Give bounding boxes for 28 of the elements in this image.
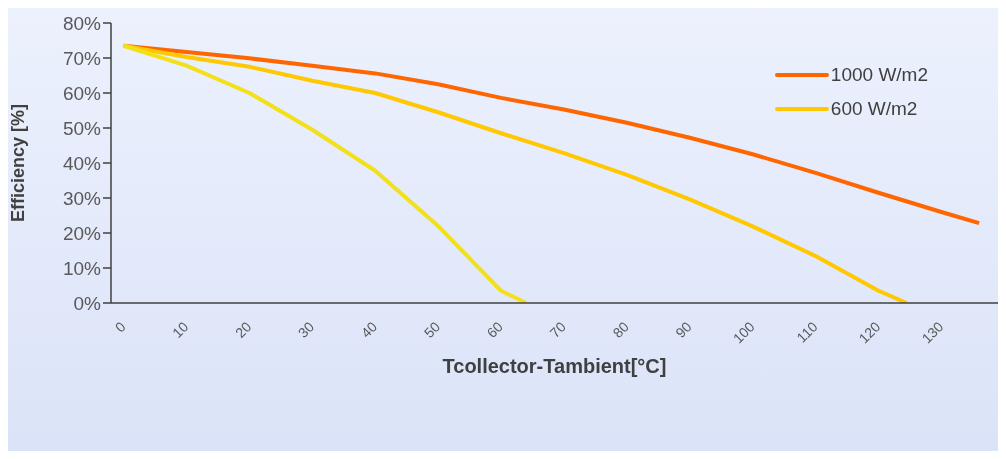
- legend-label: 1000 W/m2: [830, 64, 928, 86]
- x-tick-label: 120: [855, 318, 884, 347]
- x-tick-label: 110: [793, 318, 821, 346]
- y-tick-label: 70%: [62, 47, 102, 69]
- x-tick-label: 60: [483, 318, 507, 341]
- y-tick-label: 50%: [62, 117, 102, 139]
- y-axis-title: Efficiency [%]: [8, 103, 29, 223]
- x-tick-label: 30: [294, 318, 318, 341]
- x-tick-label: 90: [672, 318, 695, 341]
- y-tick-label: 10%: [62, 257, 102, 279]
- y-tick-label: 40%: [62, 152, 102, 174]
- x-axis-title: Tcollector-Tambient[°C]: [442, 355, 667, 377]
- x-tick-label: 100: [729, 318, 758, 347]
- x-tick-label: 0: [111, 318, 129, 336]
- x-tick-label: 80: [609, 318, 632, 341]
- x-tick-label: 130: [918, 318, 947, 347]
- x-tick-label: 70: [546, 318, 570, 341]
- y-tick-label: 80%: [62, 12, 102, 34]
- y-tick-label: 60%: [62, 82, 102, 104]
- y-tick-label: 0%: [73, 292, 102, 314]
- legend-label: 600 W/m2: [830, 98, 918, 120]
- x-tick-label: 40: [357, 318, 381, 341]
- x-tick-label: 10: [169, 318, 192, 341]
- y-tick-label: 30%: [62, 187, 102, 209]
- x-tick-label: 50: [420, 318, 444, 341]
- line-series: [121, 43, 529, 303]
- y-tick-label: 20%: [62, 222, 102, 244]
- x-tick-label: 20: [232, 318, 255, 341]
